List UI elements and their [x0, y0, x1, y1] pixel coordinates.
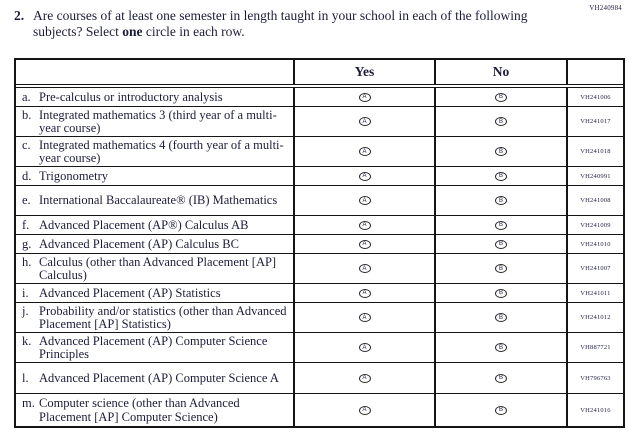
courses-table: Yes No a. Pre-calculus or introductory an… — [14, 58, 625, 428]
yes-radio-bubble[interactable]: A — [358, 343, 371, 352]
header-stub-cell — [16, 60, 293, 84]
yes-radio-bubble[interactable]: A — [358, 171, 371, 181]
row-letter: a. — [22, 89, 31, 104]
no-radio-bubble[interactable]: B — [495, 373, 507, 383]
header-no-cell: No — [434, 60, 566, 84]
row-letter: b. — [22, 107, 32, 122]
no-radio-bubble[interactable]: B — [495, 117, 507, 126]
row-label: International Baccalaureate® (IB) Mathem… — [39, 193, 278, 208]
table-header-row: Yes No — [16, 60, 623, 84]
row-label: Probability and/or statistics (other tha… — [39, 303, 287, 331]
row-code: VH241008 — [566, 186, 623, 215]
form-code: VH240984 — [589, 4, 622, 12]
no-radio-bubble[interactable]: B — [495, 196, 507, 205]
row-letter: c. — [22, 137, 31, 152]
yes-radio-bubble[interactable]: A — [358, 264, 371, 273]
yes-radio-bubble[interactable]: A — [358, 288, 371, 298]
row-label: Trigonometry — [39, 168, 108, 183]
header-code-cell — [566, 60, 623, 84]
row-code: VH241011 — [566, 284, 623, 302]
row-code: VH241017 — [566, 107, 623, 136]
table-row: b. Integrated mathematics 3 (third year o… — [16, 106, 623, 136]
row-letter: l. — [22, 370, 29, 385]
no-radio-bubble[interactable]: B — [495, 171, 507, 181]
question-text-part1: Are courses of at least one semester in … — [33, 8, 528, 39]
row-code: VH240991 — [566, 167, 623, 185]
table-row: h. Calculus (other than Advanced Placemen… — [16, 253, 623, 283]
header-yes-cell: Yes — [293, 60, 434, 84]
row-letter: d. — [22, 168, 32, 183]
row-code: VH241006 — [566, 88, 623, 106]
header-double-rule — [16, 84, 623, 87]
yes-radio-bubble[interactable]: A — [358, 147, 371, 156]
question-number: 2. — [14, 8, 25, 23]
row-code: VH887721 — [566, 333, 623, 362]
yes-radio-bubble[interactable]: A — [358, 92, 371, 102]
row-label: Advanced Placement (AP) Statistics — [39, 285, 221, 300]
table-row: m. Computer science (other than Advanced … — [16, 393, 623, 426]
row-letter: e. — [22, 193, 31, 208]
row-letter: i. — [22, 285, 29, 300]
no-radio-bubble[interactable]: B — [495, 405, 507, 415]
no-radio-bubble[interactable]: B — [495, 147, 507, 156]
table-row: e. International Baccalaureate® (IB) Math… — [16, 185, 623, 215]
table-row: f. Advanced Placement (AP®) Calculus AB A… — [16, 215, 623, 234]
yes-radio-bubble[interactable]: A — [358, 405, 371, 415]
row-letter: j. — [22, 303, 29, 318]
row-code: VH241010 — [566, 235, 623, 253]
row-letter: k. — [22, 333, 32, 348]
row-label: Advanced Placement (AP) Computer Science… — [39, 333, 268, 361]
question-block: 2. Are courses of at least one semester … — [14, 8, 542, 40]
row-label: Pre-calculus or introductory analysis — [39, 89, 223, 104]
table-row: k. Advanced Placement (AP) Computer Scien… — [16, 332, 623, 362]
yes-radio-bubble[interactable]: A — [358, 220, 371, 230]
table-row: c. Integrated mathematics 4 (fourth year … — [16, 136, 623, 166]
row-code: VH241009 — [566, 216, 623, 234]
table-row: g. Advanced Placement (AP) Calculus BC A … — [16, 234, 623, 253]
row-letter: h. — [22, 254, 32, 269]
table-row: a. Pre-calculus or introductory analysis … — [16, 87, 623, 106]
row-label: Advanced Placement (AP®) Calculus AB — [39, 217, 249, 232]
row-label: Advanced Placement (AP) Calculus BC — [39, 236, 239, 251]
row-code: VH241018 — [566, 137, 623, 166]
table-row: j. Probability and/or statistics (other t… — [16, 302, 623, 332]
yes-radio-bubble[interactable]: A — [358, 117, 371, 126]
yes-radio-bubble[interactable]: A — [358, 239, 371, 249]
row-letter: g. — [22, 236, 32, 251]
table-row: i. Advanced Placement (AP) Statistics A B… — [16, 283, 623, 302]
no-radio-bubble[interactable]: B — [495, 313, 507, 322]
row-label: Computer science (other than Advanced Pl… — [39, 396, 240, 424]
row-letter: f. — [22, 217, 30, 232]
no-radio-bubble[interactable]: B — [495, 239, 507, 249]
no-radio-bubble[interactable]: B — [495, 264, 507, 273]
yes-radio-bubble[interactable]: A — [358, 313, 371, 322]
row-label: Advanced Placement (AP) Computer Science… — [39, 370, 279, 385]
row-code: VH241012 — [566, 303, 623, 332]
row-label: Calculus (other than Advanced Placement … — [39, 254, 277, 282]
yes-radio-bubble[interactable]: A — [358, 196, 371, 205]
no-radio-bubble[interactable]: B — [495, 220, 507, 230]
row-code: VH241007 — [566, 254, 623, 283]
no-radio-bubble[interactable]: B — [495, 288, 507, 298]
no-radio-bubble[interactable]: B — [495, 92, 507, 102]
row-label: Integrated mathematics 4 (fourth year of… — [39, 137, 284, 165]
table-row: l. Advanced Placement (AP) Computer Scien… — [16, 362, 623, 393]
row-letter: m. — [22, 396, 35, 410]
question-text-part2: circle in each row. — [142, 24, 245, 39]
table-row: d. Trigonometry A B VH240991 — [16, 166, 623, 185]
row-label: Integrated mathematics 3 (third year of … — [39, 107, 277, 135]
row-code: VH241016 — [566, 394, 623, 426]
question-text-bold: one — [122, 24, 143, 39]
question-text: Are courses of at least one semester in … — [33, 8, 542, 40]
row-code: VH796763 — [566, 363, 623, 393]
yes-radio-bubble[interactable]: A — [358, 373, 371, 383]
no-radio-bubble[interactable]: B — [495, 343, 507, 352]
